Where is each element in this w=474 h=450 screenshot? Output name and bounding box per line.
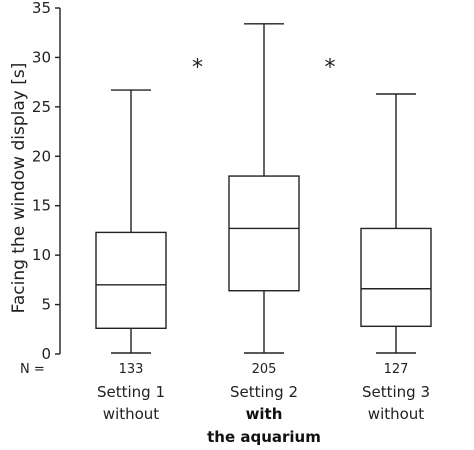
category-line1: Setting 1 (97, 383, 165, 401)
iqr-box (95, 231, 167, 329)
y-tick-label: 25 (32, 98, 51, 116)
significance-marker: * (325, 55, 336, 80)
category-line2: without (103, 405, 160, 423)
y-tick-label: 35 (32, 0, 51, 17)
category-line2: with (246, 405, 283, 423)
significance-marker: * (192, 55, 203, 80)
iqr-box (360, 227, 432, 328)
category-line3: the aquarium (207, 428, 321, 446)
axes: 0 5 10 15 20 25 30 35 (32, 0, 61, 363)
y-axis-title: Facing the window display [s] (9, 63, 29, 314)
box-group (95, 89, 167, 354)
y-tick-label: 0 (41, 345, 51, 363)
n-count-label: 133 (119, 362, 144, 377)
category-line2: without (368, 405, 425, 423)
y-tick-label: 5 (41, 296, 51, 314)
category-labels: 133 Setting 1 without 205 Setting 2 with the a… (97, 362, 430, 446)
box-group (360, 93, 432, 354)
box-group (228, 23, 300, 354)
iqr-box (228, 175, 300, 292)
y-tick-label: 10 (32, 246, 51, 264)
y-tick-label: 30 (32, 48, 51, 66)
boxes: * * (95, 23, 432, 354)
n-count-label: 205 (252, 362, 277, 377)
category-line1: Setting 3 (362, 383, 430, 401)
n-prefix-label: N = (20, 362, 45, 377)
y-tick-label: 20 (32, 147, 51, 165)
n-count-label: 127 (384, 362, 409, 377)
y-tick-label: 15 (32, 197, 51, 215)
category-line1: Setting 2 (230, 383, 298, 401)
